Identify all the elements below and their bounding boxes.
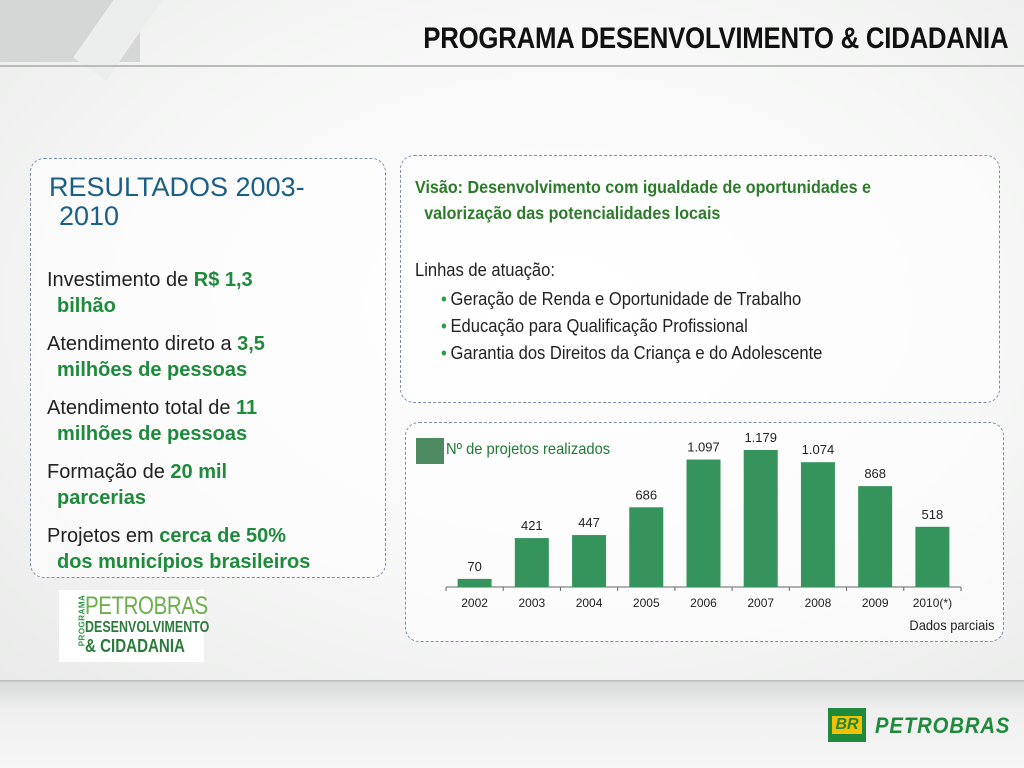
data-label: 1.097 [687, 440, 720, 455]
x-tick-label: 2007 [747, 596, 774, 610]
results-item-text: Formação de [47, 461, 171, 483]
x-tick-label: 2003 [518, 596, 545, 610]
x-tick-label: 2010(*) [913, 596, 952, 610]
results-item-highlight: 20 mil [170, 461, 228, 483]
bullet-icon: • [441, 289, 447, 309]
data-label: 868 [864, 466, 886, 481]
legend-label: Nº de projetos realizados [446, 441, 611, 458]
x-tick-label: 2009 [862, 596, 889, 610]
results-item-text: Atendimento total de [47, 397, 237, 419]
results-item-highlight-cont: milhões de pessoas [57, 423, 248, 445]
program-logo: PROGRAMA PETROBRAS DESENVOLVIMENTO & CID… [59, 590, 209, 662]
bar-2005 [629, 507, 664, 587]
bar-2008 [800, 462, 835, 587]
results-panel: RESULTADOS 2003- 2010 Investimento de R$… [30, 158, 386, 578]
bar-2007 [743, 450, 778, 587]
results-item-highlight-cont: dos municípios brasileiros [57, 551, 311, 573]
bar-2002 [457, 578, 492, 587]
br-logo-mark: BR [832, 716, 862, 734]
vision-panel: Visão: Desenvolvimento com igualdade de … [400, 155, 1000, 403]
results-item: Atendimento direto a 3,5 milhões de pess… [47, 331, 382, 383]
chart-footnote: Dados parciais [909, 617, 995, 633]
results-item-highlight: 3,5 [237, 333, 265, 355]
results-item-highlight-cont: bilhão [57, 295, 116, 317]
bar-chart: 70 2002 421 2003 447 2004 686 2005 1.097 2006 1.17… [445, 430, 962, 610]
bar-2009 [858, 486, 893, 587]
results-item-highlight-cont: parcerias [57, 487, 146, 509]
footer-band [0, 680, 1024, 768]
vision-statement: Visão: Desenvolvimento com igualdade de … [415, 174, 930, 226]
br-logo-icon: BR [828, 708, 866, 742]
bar-2006 [686, 459, 721, 587]
data-label: 447 [578, 515, 600, 530]
vision-line-2: valorização das potencialidades locais [424, 203, 721, 223]
x-tick-label: 2006 [690, 596, 717, 610]
program-logo-line3: & CIDADANIA [85, 636, 185, 656]
results-item-text: Projetos em [47, 525, 160, 547]
results-item: Atendimento total de 11 milhões de pesso… [47, 395, 382, 447]
lines-list: • Geração de Renda e Oportunidade de Trab… [441, 286, 822, 367]
vision-line-1: Visão: Desenvolvimento com igualdade de … [415, 177, 871, 197]
x-tick-label: 2005 [633, 596, 660, 610]
list-item-text: Geração de Renda e Oportunidade de Traba… [450, 289, 802, 309]
results-list: Investimento de R$ 1,3 bilhão Atendiment… [47, 267, 382, 587]
title-divider [0, 65, 1024, 67]
legend-swatch [416, 438, 444, 464]
x-tick-label: 2004 [576, 596, 603, 610]
x-tick-label: 2008 [805, 596, 832, 610]
page-title: PROGRAMA DESENVOLVIMENTO & CIDADANIA [422, 22, 1008, 55]
bullet-icon: • [441, 316, 447, 336]
results-item: Investimento de R$ 1,3 bilhão [47, 267, 382, 319]
brand-name: PETROBRAS [875, 713, 1011, 738]
results-item-highlight-cont: milhões de pessoas [57, 359, 248, 381]
results-item-text: Investimento de [47, 269, 194, 291]
bullet-icon: • [441, 343, 447, 363]
data-label: 1.179 [744, 430, 777, 445]
list-item-text: Educação para Qualificação Profissional [450, 316, 748, 336]
results-title-line1: RESULTADOS 2003- [49, 172, 305, 202]
program-logo-line2: DESENVOLVIMENTO [85, 619, 210, 636]
results-title-line2: 2010 [59, 201, 120, 231]
bar-2003 [514, 538, 549, 587]
list-item: • Garantia dos Direitos da Criança e do A… [441, 340, 822, 367]
results-item-text: Atendimento direto a [47, 333, 238, 355]
data-label: 518 [922, 507, 944, 522]
data-label: 686 [635, 487, 657, 502]
data-label: 421 [521, 518, 543, 533]
list-item: • Educação para Qualificação Profissional [441, 313, 822, 340]
results-item-highlight: 11 [236, 397, 258, 419]
results-item-highlight: R$ 1,3 [193, 269, 253, 291]
results-item-highlight: cerca de 50% [159, 525, 287, 547]
x-tick-label: 2002 [461, 596, 488, 610]
bar-2004 [572, 535, 607, 587]
data-label: 1.074 [802, 442, 835, 457]
results-item: Formação de 20 mil parcerias [47, 459, 382, 511]
lines-title: Linhas de atuação: [415, 260, 555, 280]
list-item-text: Garantia dos Direitos da Criança e do Ad… [450, 343, 823, 363]
chart-panel: Nº de projetos realizados 70 2002 421 2003 4… [405, 422, 1004, 642]
data-label: 70 [467, 559, 481, 574]
results-title: RESULTADOS 2003- 2010 [49, 173, 379, 231]
program-logo-line1: PETROBRAS [85, 592, 208, 620]
bar-2010(*) [915, 526, 950, 587]
list-item: • Geração de Renda e Oportunidade de Trab… [441, 286, 822, 313]
results-item: Projetos em cerca de 50% dos municípios … [47, 523, 382, 575]
